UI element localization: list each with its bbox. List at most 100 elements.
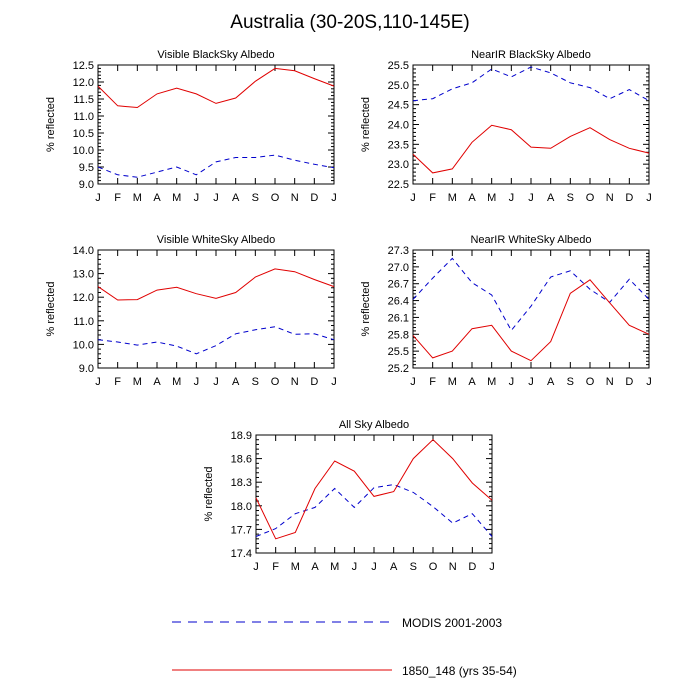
- visible-blacksky-ylabel: % reflected: [45, 97, 57, 152]
- visible-whitesky-xtick-label: D: [310, 376, 318, 388]
- nearir-whitesky-ytick-label: 26.4: [388, 296, 409, 308]
- visible-blacksky-ytick-label: 10.5: [73, 128, 94, 140]
- visible-blacksky-xtick-label: M: [133, 192, 142, 204]
- nearir-whitesky-xtick-label: A: [468, 376, 476, 388]
- nearir-whitesky-ytick-label: 25.5: [388, 346, 409, 358]
- nearir-blacksky-xtick-label: S: [567, 192, 574, 204]
- nearir-blacksky-ytick-label: 23.0: [388, 159, 409, 171]
- visible-whitesky-plot-frame: [97, 249, 335, 369]
- visible-blacksky-ytick-label: 11.0: [73, 111, 94, 123]
- nearir-whitesky-xtick-label: A: [547, 376, 555, 388]
- nearir-whitesky-xtick-label: D: [625, 376, 633, 388]
- nearir-whitesky-ytick-label: 25.8: [388, 329, 409, 341]
- nearir-blacksky-xtick-label: F: [429, 192, 436, 204]
- all-sky-xtick-label: J: [352, 561, 358, 573]
- nearir-whitesky-xtick-label: J: [528, 376, 534, 388]
- visible-whitesky-xtick-label: J: [194, 376, 200, 388]
- all-sky-series-modis-line: [255, 484, 493, 537]
- all-sky-xtick-label: J: [253, 561, 259, 573]
- all-sky-ytick-label: 17.4: [231, 548, 252, 560]
- visible-whitesky-series-model-line: [97, 268, 335, 301]
- all-sky-xtick-label: N: [449, 561, 457, 573]
- visible-whitesky-xtick-label: J: [95, 376, 101, 388]
- visible-blacksky-xtick-label: D: [310, 192, 318, 204]
- nearir-whitesky-xtick-label: F: [429, 376, 436, 388]
- nearir-whitesky-xtick-label: O: [586, 376, 595, 388]
- visible-blacksky-ytick-label: 9.0: [79, 179, 94, 191]
- visible-blacksky-xtick-label: F: [114, 192, 121, 204]
- visible-blacksky-panel-title: Visible BlackSky Albedo: [157, 49, 274, 61]
- panel-visible-blacksky: Visible BlackSky Albedo % reflected 9.0 9.5…: [45, 49, 337, 204]
- nearir-blacksky-xtick-label: M: [448, 192, 457, 204]
- visible-whitesky-ytick-label: 9.0: [79, 363, 94, 375]
- nearir-blacksky-series-modis-line: [412, 66, 650, 102]
- nearir-blacksky-xtick-label: J: [646, 192, 652, 204]
- figure-title: Australia (30-20S,110-145E): [230, 12, 470, 33]
- nearir-whitesky-plot-frame: [412, 249, 650, 369]
- nearir-blacksky-series-model-line: [412, 124, 650, 174]
- visible-whitesky-ylabel: % reflected: [45, 281, 57, 336]
- nearir-whitesky-panel-title: NearIR WhiteSky Albedo: [470, 234, 591, 246]
- visible-blacksky-xtick-label: M: [172, 192, 181, 204]
- visible-blacksky-xtick-label: S: [252, 192, 259, 204]
- visible-whitesky-xtick-label: M: [172, 376, 181, 388]
- visible-whitesky-xtick-label: S: [252, 376, 259, 388]
- all-sky-xtick-label: O: [429, 561, 438, 573]
- visible-whitesky-panel-title: Visible WhiteSky Albedo: [157, 234, 275, 246]
- all-sky-xtick-label: J: [489, 561, 495, 573]
- all-sky-ytick-label: 18.0: [231, 501, 252, 513]
- visible-whitesky-xtick-label: J: [213, 376, 219, 388]
- visible-whitesky-ytick-label: 12.0: [73, 292, 94, 304]
- visible-blacksky-series-modis-line: [97, 154, 335, 178]
- all-sky-xtick-label: D: [468, 561, 476, 573]
- nearir-blacksky-xtick-label: D: [625, 192, 633, 204]
- all-sky-xtick-label: F: [272, 561, 279, 573]
- nearir-blacksky-xtick-label: N: [606, 192, 614, 204]
- visible-whitesky-ytick-label: 14.0: [73, 245, 94, 257]
- visible-whitesky-xtick-label: O: [271, 376, 280, 388]
- nearir-blacksky-xtick-label: A: [547, 192, 555, 204]
- visible-whitesky-xtick-label: M: [133, 376, 142, 388]
- nearir-blacksky-ytick-label: 24.5: [388, 100, 409, 112]
- nearir-blacksky-ytick-label: 25.0: [388, 80, 409, 92]
- all-sky-xtick-label: A: [390, 561, 398, 573]
- nearir-whitesky-ylabel: % reflected: [360, 281, 372, 336]
- nearir-whitesky-series-modis-line: [412, 257, 650, 332]
- nearir-blacksky-ytick-label: 22.5: [388, 179, 409, 191]
- nearir-whitesky-xtick-label: N: [606, 376, 614, 388]
- visible-whitesky-ytick-label: 10.0: [73, 339, 94, 351]
- nearir-blacksky-xtick-label: A: [468, 192, 476, 204]
- nearir-whitesky-xtick-label: J: [509, 376, 515, 388]
- visible-whitesky-xtick-label: A: [153, 376, 161, 388]
- visible-whitesky-xtick-label: F: [114, 376, 121, 388]
- all-sky-series-model-line: [255, 439, 493, 540]
- visible-blacksky-xtick-label: J: [213, 192, 219, 204]
- nearir-whitesky-ytick-label: 25.2: [388, 363, 409, 375]
- nearir-blacksky-ytick-label: 23.5: [388, 139, 409, 151]
- all-sky-xtick-label: S: [410, 561, 417, 573]
- all-sky-xtick-label: J: [371, 561, 377, 573]
- nearir-whitesky-xtick-label: J: [646, 376, 652, 388]
- visible-blacksky-xtick-label: J: [331, 192, 337, 204]
- visible-blacksky-ytick-label: 9.5: [79, 162, 94, 174]
- visible-whitesky-series-modis-line: [97, 326, 335, 355]
- nearir-blacksky-ytick-label: 25.5: [388, 60, 409, 72]
- nearir-whitesky-series-model-line: [412, 279, 650, 362]
- visible-whitesky-ytick-label: 11.0: [73, 316, 94, 328]
- all-sky-ytick-label: 18.6: [231, 454, 252, 466]
- visible-blacksky-ytick-label: 10.0: [73, 145, 94, 157]
- all-sky-panel-title: All Sky Albedo: [339, 419, 409, 431]
- visible-blacksky-xtick-label: N: [291, 192, 299, 204]
- visible-blacksky-ytick-label: 11.5: [73, 94, 94, 106]
- visible-blacksky-xtick-label: O: [271, 192, 280, 204]
- nearir-whitesky-xtick-label: S: [567, 376, 574, 388]
- nearir-whitesky-ytick-label: 26.1: [388, 312, 409, 324]
- all-sky-ytick-label: 18.3: [231, 477, 252, 489]
- nearir-blacksky-ytick-label: 24.0: [388, 120, 409, 132]
- nearir-blacksky-xtick-label: J: [410, 192, 416, 204]
- nearir-blacksky-xtick-label: J: [528, 192, 534, 204]
- panel-all-sky: All Sky Albedo % reflected 17.4 17.7 18.0 18.…: [203, 419, 495, 573]
- visible-whitesky-xtick-label: A: [232, 376, 240, 388]
- nearir-blacksky-xtick-label: O: [586, 192, 595, 204]
- visible-whitesky-ytick-label: 13.0: [73, 269, 94, 281]
